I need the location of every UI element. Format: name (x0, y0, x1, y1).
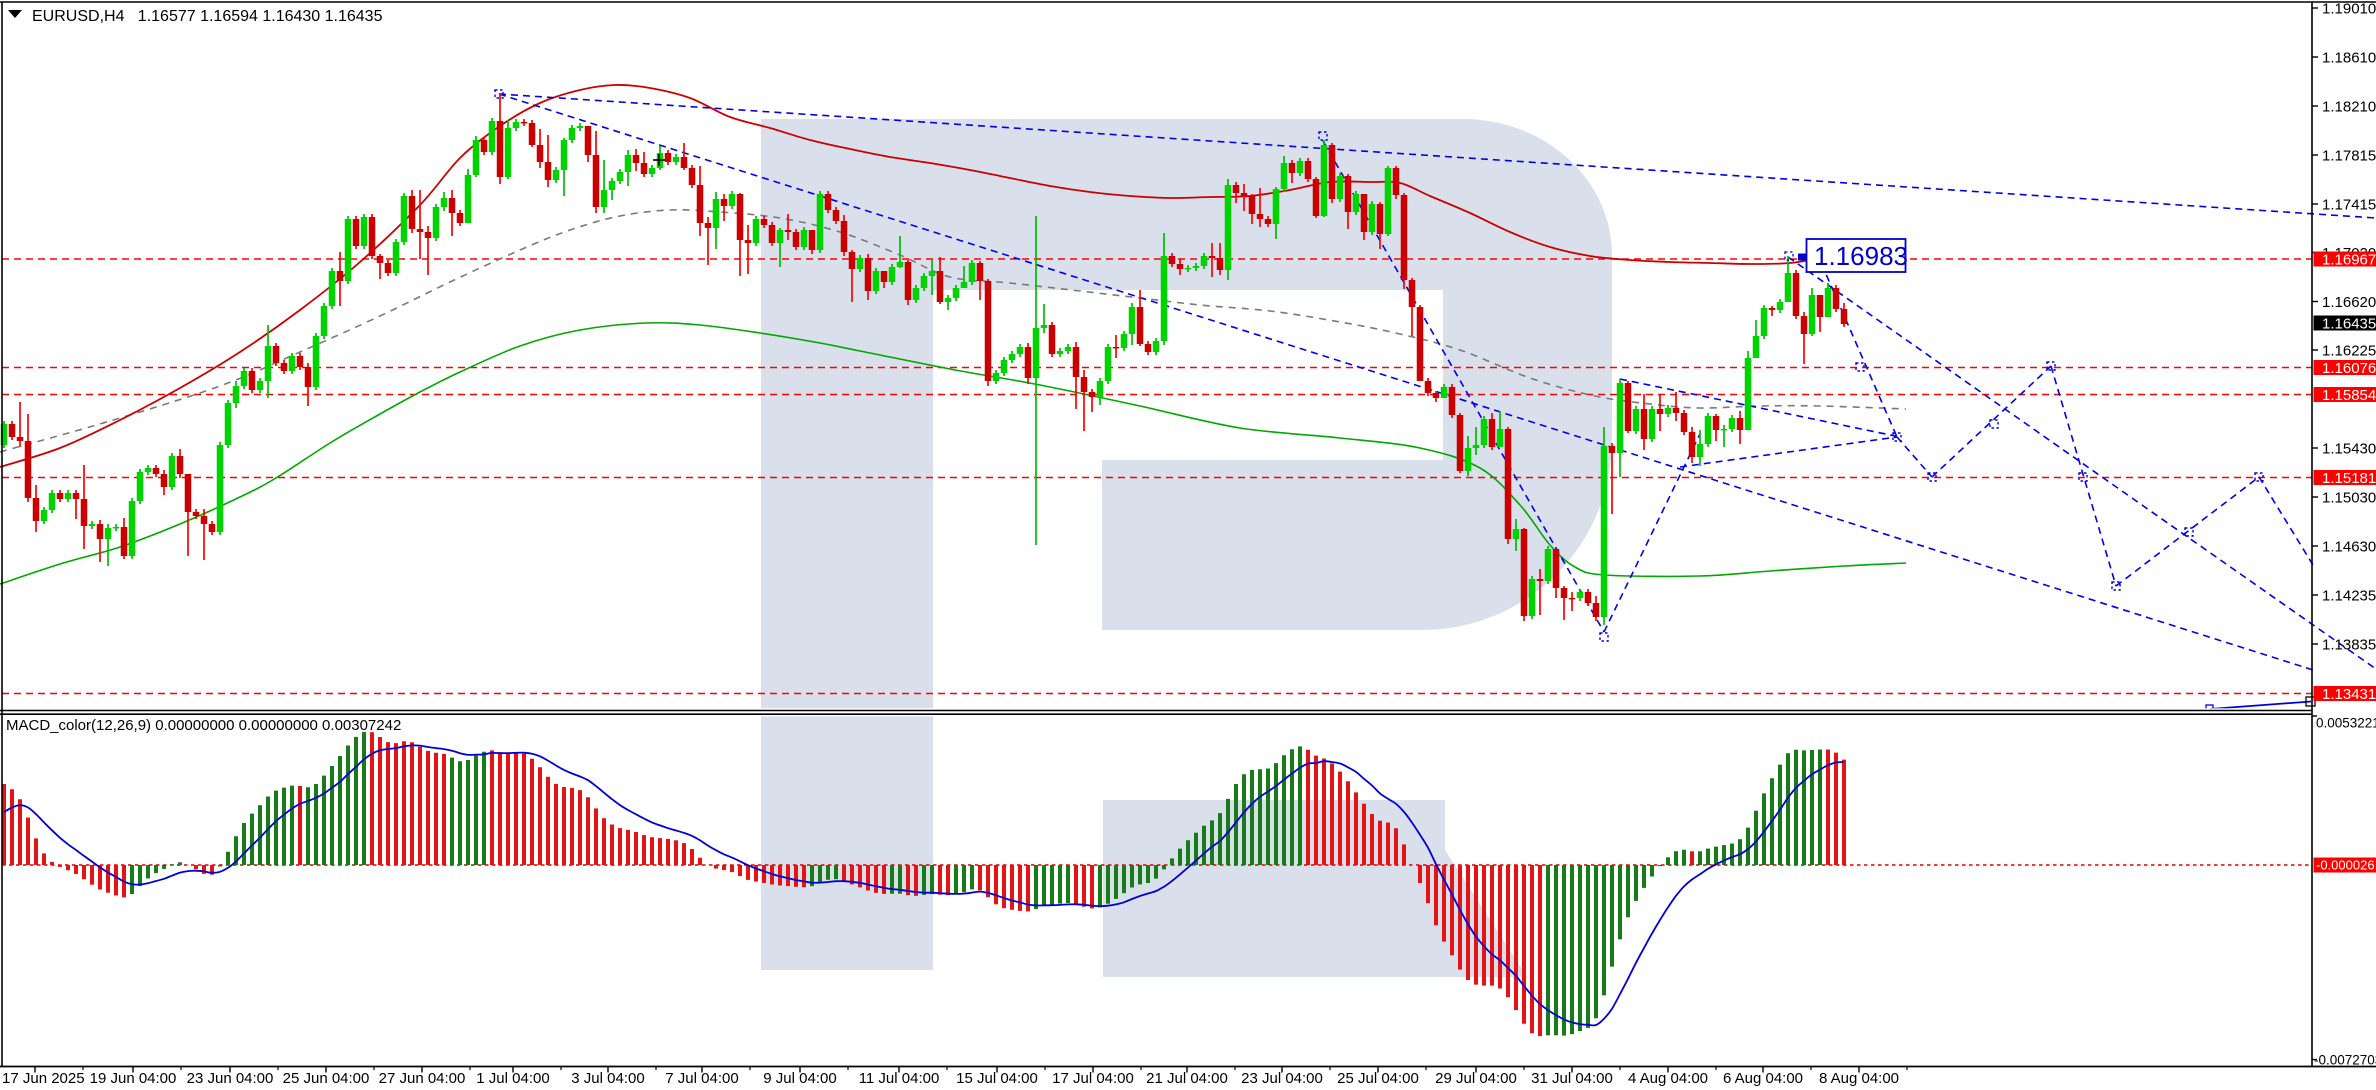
svg-text:1.19010: 1.19010 (2322, 1, 2376, 18)
svg-text:29 Jul 04:00: 29 Jul 04:00 (1435, 1070, 1517, 1087)
svg-text:-0.000026: -0.000026 (2316, 858, 2375, 873)
svg-text:1.16076: 1.16076 (2322, 360, 2376, 377)
svg-text:1.16983: 1.16983 (1814, 241, 1908, 271)
svg-text:3 Jul 04:00: 3 Jul 04:00 (571, 1070, 644, 1087)
svg-text:25 Jul 04:00: 25 Jul 04:00 (1337, 1070, 1419, 1087)
svg-text:8 Aug 04:00: 8 Aug 04:00 (1819, 1070, 1899, 1087)
svg-text:17 Jul 04:00: 17 Jul 04:00 (1052, 1070, 1134, 1087)
svg-text:0.0053221: 0.0053221 (2316, 716, 2376, 731)
svg-text:MACD_color(12,26,9) 0.00000000: MACD_color(12,26,9) 0.00000000 0.0000000… (6, 717, 401, 734)
svg-text:19 Jun 04:00: 19 Jun 04:00 (90, 1070, 177, 1087)
svg-text:1.13431: 1.13431 (2322, 686, 2376, 703)
svg-text:1.16620: 1.16620 (2322, 294, 2376, 311)
svg-text:1.15430: 1.15430 (2322, 441, 2376, 458)
svg-text:1.15854: 1.15854 (2322, 387, 2376, 404)
svg-text:6 Aug 04:00: 6 Aug 04:00 (1723, 1070, 1803, 1087)
svg-text:17 Jun 2025: 17 Jun 2025 (2, 1070, 85, 1087)
svg-text:1.16967: 1.16967 (2322, 252, 2376, 269)
svg-text:27 Jun 04:00: 27 Jun 04:00 (379, 1070, 466, 1087)
svg-text:EURUSD,H4 1.16577 1.16594 1.: EURUSD,H4 1.16577 1.16594 1.16430 1.1643… (32, 8, 383, 25)
svg-text:1.15181: 1.15181 (2322, 470, 2376, 487)
svg-text:25 Jun 04:00: 25 Jun 04:00 (283, 1070, 370, 1087)
svg-text:1.14235: 1.14235 (2322, 588, 2376, 605)
svg-text:1.17415: 1.17415 (2322, 197, 2376, 214)
svg-text:1.18610: 1.18610 (2322, 50, 2376, 67)
svg-text:4 Aug 04:00: 4 Aug 04:00 (1628, 1070, 1708, 1087)
svg-text:21 Jul 04:00: 21 Jul 04:00 (1146, 1070, 1228, 1087)
svg-text:-0.0072703: -0.0072703 (2314, 1053, 2376, 1068)
svg-text:7 Jul 04:00: 7 Jul 04:00 (665, 1070, 738, 1087)
svg-text:15 Jul 04:00: 15 Jul 04:00 (956, 1070, 1038, 1087)
svg-text:1.13835: 1.13835 (2322, 637, 2376, 654)
svg-text:23 Jul 04:00: 23 Jul 04:00 (1241, 1070, 1323, 1087)
svg-text:1.16435: 1.16435 (2322, 316, 2376, 333)
svg-text:1 Jul 04:00: 1 Jul 04:00 (476, 1070, 549, 1087)
svg-text:1.18210: 1.18210 (2322, 99, 2376, 116)
svg-text:1.15030: 1.15030 (2322, 490, 2376, 507)
svg-text:23 Jun 04:00: 23 Jun 04:00 (187, 1070, 274, 1087)
svg-text:11 Jul 04:00: 11 Jul 04:00 (859, 1070, 940, 1087)
svg-text:1.14630: 1.14630 (2322, 539, 2376, 556)
svg-text:1.17815: 1.17815 (2322, 148, 2376, 165)
svg-text:9 Jul 04:00: 9 Jul 04:00 (763, 1070, 836, 1087)
svg-text:1.16225: 1.16225 (2322, 343, 2376, 360)
svg-text:31 Jul 04:00: 31 Jul 04:00 (1531, 1070, 1613, 1087)
